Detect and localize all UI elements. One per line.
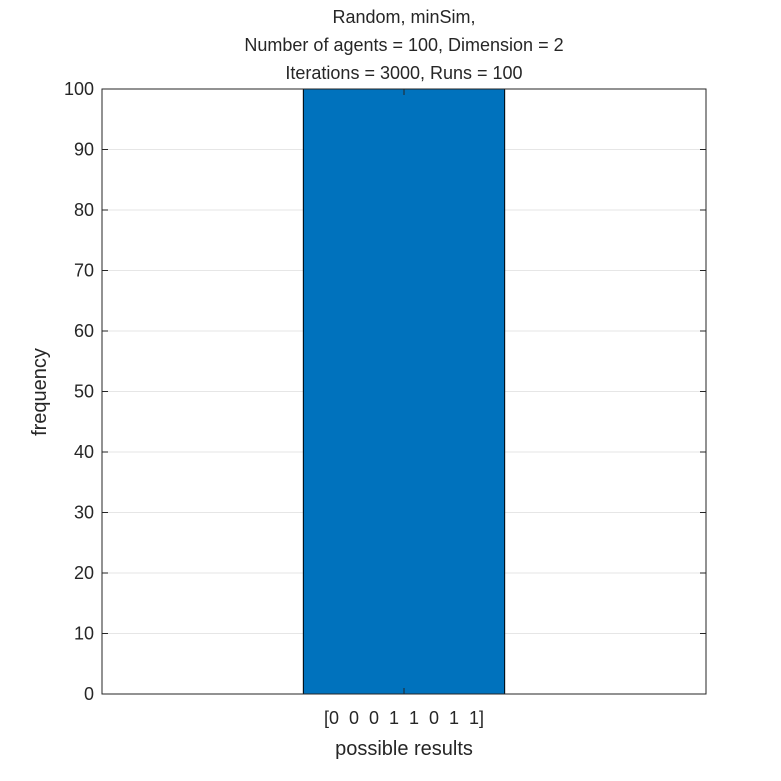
- y-tick-label: 90: [74, 140, 94, 160]
- y-tick-label: 40: [74, 442, 94, 462]
- chart-title: Random, minSim, Number of agents = 100, …: [244, 7, 563, 83]
- x-tick-label: [0 0 0 1 1 0 1 1]: [324, 708, 484, 728]
- y-axis-ticks: 0 10 20 30 40 50 60 70 80 90 100: [64, 79, 706, 704]
- y-tick-label: 100: [64, 79, 94, 99]
- title-line-3: Iterations = 3000, Runs = 100: [285, 63, 522, 83]
- y-tick-label: 10: [74, 624, 94, 644]
- x-axis-label: possible results: [335, 738, 473, 760]
- plot-area-border: [101, 88, 707, 695]
- y-tick-label: 0: [84, 684, 94, 704]
- y-tick-label: 60: [74, 321, 94, 341]
- title-line-1: Random, minSim,: [332, 7, 475, 27]
- bars: [302, 88, 506, 695]
- y-tick-label: 30: [74, 503, 94, 523]
- x-axis-ticks: [0 0 0 1 1 0 1 1]: [324, 89, 484, 728]
- bar: [302, 88, 506, 695]
- y-tick-label: 70: [74, 261, 94, 281]
- y-axis-label: frequency: [29, 348, 51, 436]
- y-tick-label: 20: [74, 563, 94, 583]
- y-tick-label: 80: [74, 200, 94, 220]
- y-tick-label: 50: [74, 382, 94, 402]
- title-line-2: Number of agents = 100, Dimension = 2: [244, 35, 563, 55]
